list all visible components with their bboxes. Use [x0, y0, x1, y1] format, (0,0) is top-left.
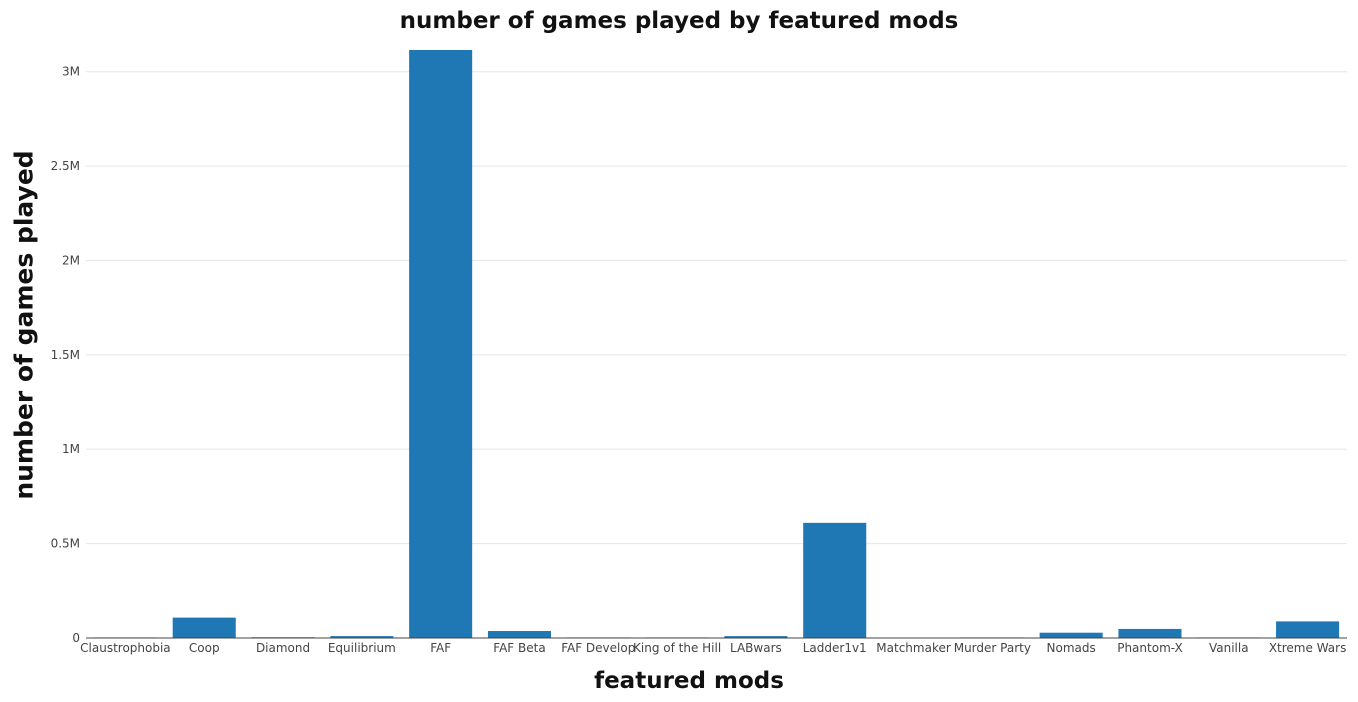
x-tick-label: Nomads: [1047, 641, 1096, 655]
x-tick-label: Equilibrium: [328, 641, 396, 655]
y-tick-label: 0.5M: [51, 537, 80, 551]
x-tick-label: Xtreme Wars: [1269, 641, 1347, 655]
x-tick-label: LABwars: [730, 641, 782, 655]
x-tick-label: Ladder1v1: [803, 641, 867, 655]
bar: [409, 50, 473, 638]
y-tick-label: 2.5M: [51, 159, 80, 173]
x-axis-title: featured mods: [594, 668, 784, 694]
y-tick-label: 1.5M: [51, 348, 80, 362]
axis-layer: 0 0.5M 1M 1.5M 2M 2.5M 3M Claustrophobia Coop Dia…: [51, 65, 1347, 655]
x-tick-label: Vanilla: [1209, 641, 1249, 655]
x-tick-label: Claustrophobia: [80, 641, 171, 655]
bar: [1276, 621, 1340, 638]
bar: [1118, 628, 1182, 638]
x-tick-label: Murder Party: [954, 641, 1031, 655]
y-tick-label: 2M: [62, 253, 80, 267]
bar: [172, 617, 236, 638]
bar: [1039, 632, 1103, 638]
bar: [724, 636, 788, 638]
x-tick-label: King of the Hill: [633, 641, 721, 655]
x-tick-label: Coop: [189, 641, 220, 655]
bar: [330, 636, 394, 638]
chart-title: number of games played by featured mods: [399, 8, 959, 34]
x-tick-label: Phantom-X: [1117, 641, 1183, 655]
grid-layer: [86, 71, 1347, 545]
x-tick-label: FAF: [430, 641, 451, 655]
x-tick-label: FAF Beta: [493, 641, 545, 655]
y-tick-label: 1M: [62, 442, 80, 456]
bar: [803, 522, 867, 638]
x-tick-label: FAF Develop: [561, 641, 635, 655]
y-tick-label: 3M: [62, 65, 80, 79]
x-tick-label: Diamond: [256, 641, 310, 655]
bar-layer: [93, 50, 1340, 638]
y-tick-label: 0: [72, 631, 80, 645]
bar: [487, 631, 551, 638]
x-tick-label: Matchmaker: [876, 641, 951, 655]
